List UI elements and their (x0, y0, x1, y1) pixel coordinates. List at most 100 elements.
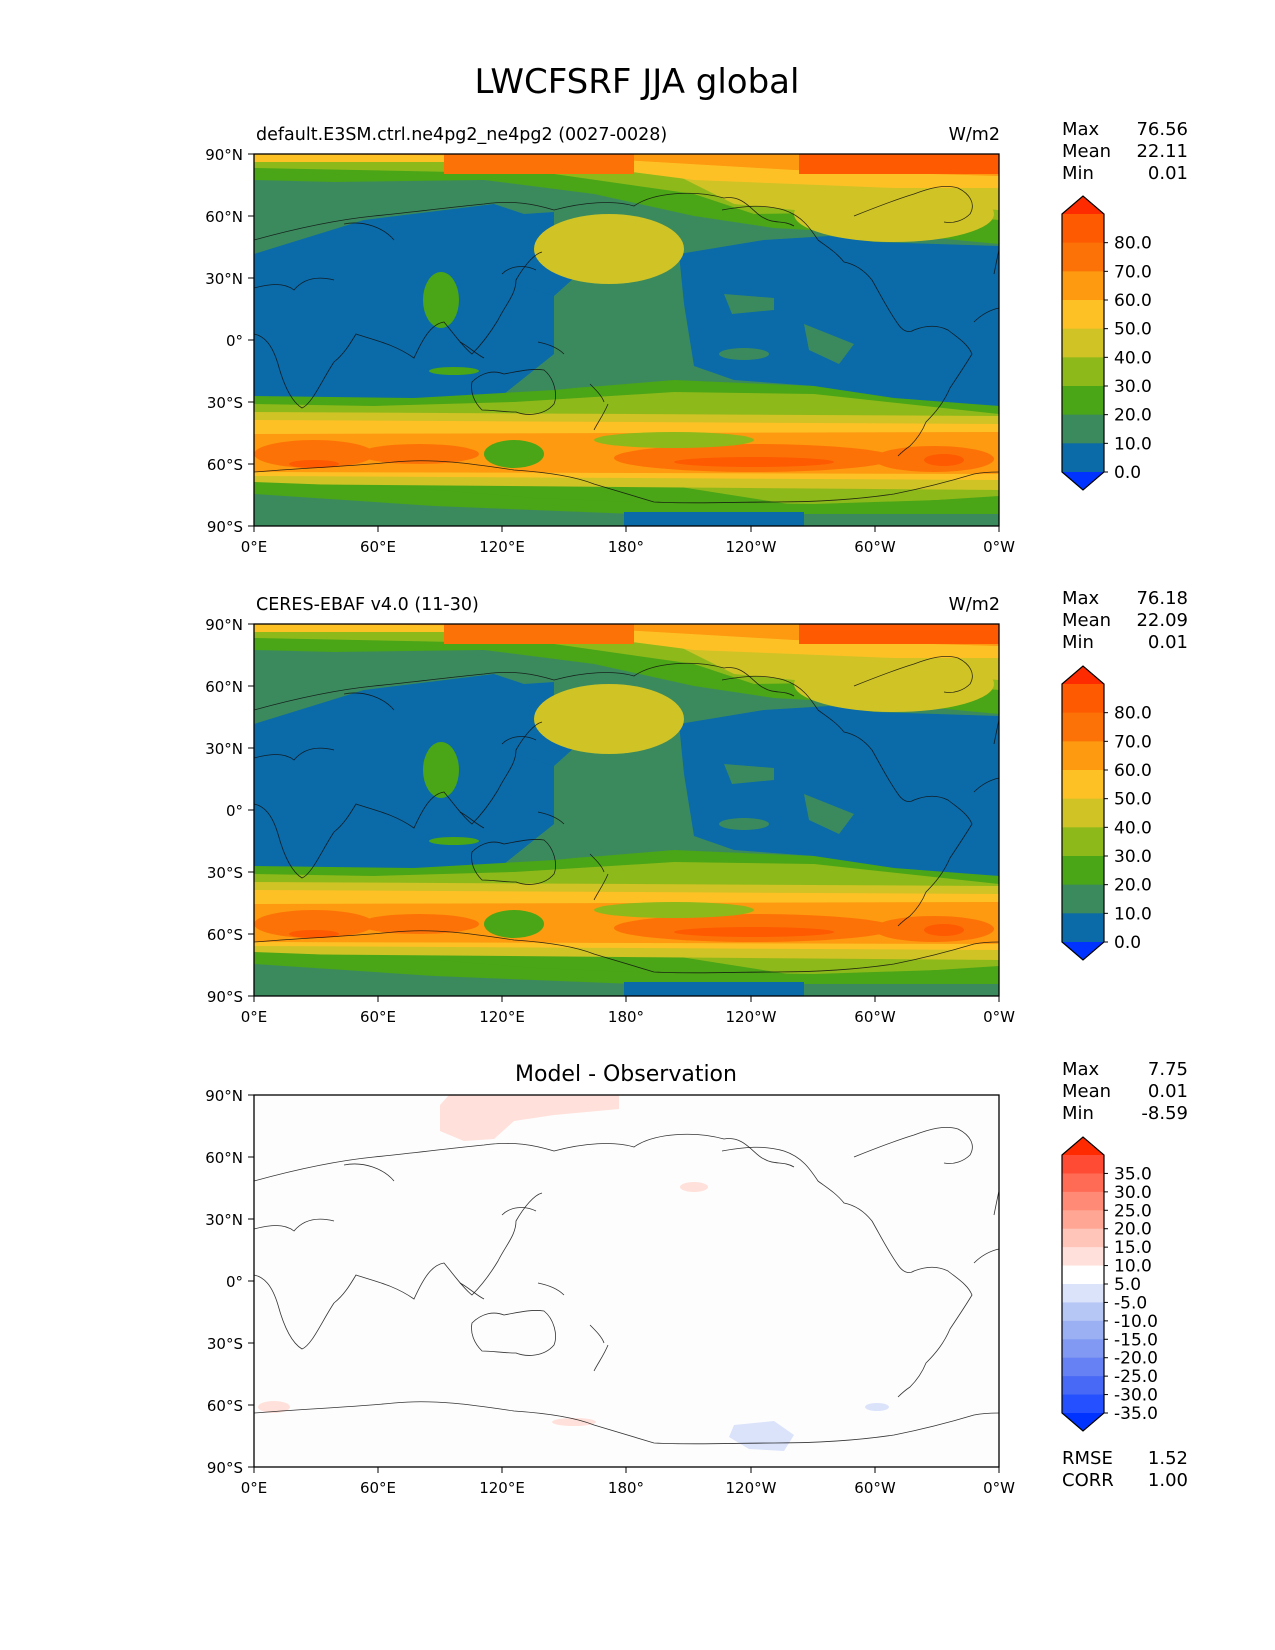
observation-lat-label-90n: 90°N (205, 616, 243, 634)
model-lon-label-60w: 60°W (854, 538, 896, 556)
colorbar-tick-label: 30.0 (1114, 847, 1152, 867)
observation-panel-title: CERES-EBAF v4.0 (11-30) (256, 595, 479, 615)
contour-region (444, 624, 634, 644)
contour-region (429, 837, 479, 845)
coastline (253, 192, 795, 241)
difference-lat-ticks: 90°N 60°N 30°N 0° 30°S 60°S 90°S (205, 1087, 254, 1477)
model-lon-ticks: 0°E 60°E 120°E 180° 120°W 60°W 0°W (241, 526, 1015, 556)
observation-lon-label-60w: 60°W (854, 1008, 896, 1026)
colorbar-segment (1062, 1155, 1104, 1174)
coastline (537, 811, 565, 825)
coastline (343, 222, 395, 241)
contour-region (534, 214, 684, 284)
model-map-layers (254, 154, 999, 526)
difference-stats: Max 7.75 Mean 0.01 Min -8.59 (1062, 1059, 1188, 1124)
model-lon-label-0e: 0°E (241, 538, 268, 556)
coastline (253, 662, 795, 711)
colorbar-segment (1062, 1265, 1104, 1285)
contour-region (594, 902, 754, 918)
corr-value: 1.00 (1148, 1470, 1188, 1491)
coastline (593, 873, 609, 901)
model-lat-ticks: 90°N 60°N 30°N 0° 30°S 60°S 90°S (205, 146, 254, 536)
coastline (593, 403, 609, 431)
observation-stat-max-label: Max (1062, 588, 1100, 609)
coastline (253, 1133, 795, 1182)
contour-region (799, 624, 999, 644)
difference-lat-label-60n: 60°N (205, 1149, 243, 1167)
difference-stat-mean-label: Mean (1062, 1081, 1111, 1102)
difference-stat-max-label: Max (1062, 1059, 1100, 1080)
contour-region (423, 272, 459, 328)
model-stat-mean-label: Mean (1062, 141, 1111, 162)
model-stat-max-value: 76.56 (1136, 119, 1188, 140)
colorbar-extension-top (1062, 196, 1104, 214)
model-colorbar: 80.0 70.0 60.0 50.0 40.0 30.0 20.0 10.0 0.0 (1061, 195, 1152, 491)
colorbar-tick-label: 40.0 (1114, 348, 1152, 368)
colorbar-segment (1062, 770, 1104, 800)
coastline (537, 1282, 565, 1296)
contour-region (289, 930, 339, 938)
contour-region (679, 236, 999, 406)
colorbar-segment (1062, 684, 1104, 714)
difference-lat-label-90s: 90°S (207, 1459, 243, 1477)
observation-stats: Max 76.18 Mean 22.09 Min 0.01 (1062, 588, 1188, 653)
observation-lon-label-180: 180° (608, 1008, 644, 1026)
coastline (593, 1344, 609, 1372)
coastline (501, 736, 537, 745)
colorbar-segment (1062, 1228, 1104, 1248)
observation-lat-label-60n: 60°N (205, 678, 243, 696)
coastline (589, 1324, 605, 1344)
corr-label: CORR (1062, 1470, 1114, 1491)
colorbar-segment (1062, 357, 1104, 387)
difference-lon-label-180: 180° (608, 1479, 644, 1497)
observation-lon-ticks: 0°E 60°E 120°E 180° 120°W 60°W 0°W (241, 996, 1015, 1026)
coastline (253, 747, 335, 761)
coastline (853, 656, 973, 693)
colorbar-segment (1062, 712, 1104, 742)
model-lon-label-60e: 60°E (360, 538, 396, 556)
coastline (973, 777, 1000, 793)
model-stat-max-label: Max (1062, 119, 1100, 140)
contour-region (624, 982, 804, 996)
contour-region (724, 764, 774, 784)
colorbar-tick-label: 0.0 (1114, 463, 1141, 483)
colorbar-segment (1062, 884, 1104, 914)
colorbar-tick-label: 60.0 (1114, 291, 1152, 311)
colorbar-segment (1062, 1320, 1104, 1340)
observation-lon-label-120e: 120°E (479, 1008, 525, 1026)
contour-region (359, 914, 479, 934)
coastline (501, 266, 537, 275)
difference-lon-label-120w: 120°W (726, 1479, 777, 1497)
coastline (253, 1192, 543, 1350)
anomaly-region (865, 1403, 889, 1411)
model-lat-label-60s: 60°S (207, 456, 243, 474)
colorbar-tick-label: 15.0 (1114, 1238, 1152, 1258)
model-coastlines (253, 186, 1000, 504)
colorbar-tick-label: 30.0 (1114, 1183, 1152, 1203)
model-stat-mean-value: 22.11 (1136, 141, 1188, 162)
contour-region (924, 924, 964, 936)
model-lon-label-120e: 120°E (479, 538, 525, 556)
coastline (589, 383, 605, 403)
observation-lat-label-30n: 30°N (205, 740, 243, 758)
colorbar-tick-label: 20.0 (1114, 1220, 1152, 1240)
observation-lat-ticks: 90°N 60°N 30°N 0° 30°S 60°S 90°S (205, 616, 254, 1006)
difference-panel: Model - Observation 90°N 60°N 30°N 0° 30… (205, 1059, 1188, 1497)
colorbar-segment (1062, 913, 1104, 943)
colorbar-tick-label: 10.0 (1114, 904, 1152, 924)
model-lat-label-90s: 90°S (207, 518, 243, 536)
contour-region (429, 367, 479, 375)
observation-panel-units: W/m2 (949, 595, 1000, 615)
observation-lon-label-120w: 120°W (726, 1008, 777, 1026)
colorbar-segment (1062, 271, 1104, 301)
colorbar-tick-label: 20.0 (1114, 876, 1152, 896)
colorbar-segment (1062, 1191, 1104, 1211)
contour-region (254, 440, 374, 468)
model-lat-label-30s: 30°S (207, 394, 243, 412)
coastline (253, 251, 543, 409)
colorbar-tick-label: -35.0 (1114, 1404, 1158, 1424)
colorbar-segment (1062, 386, 1104, 416)
difference-stat-min-label: Min (1062, 1103, 1094, 1124)
colorbar-tick-label: 70.0 (1114, 732, 1152, 752)
coastline (471, 1310, 556, 1356)
